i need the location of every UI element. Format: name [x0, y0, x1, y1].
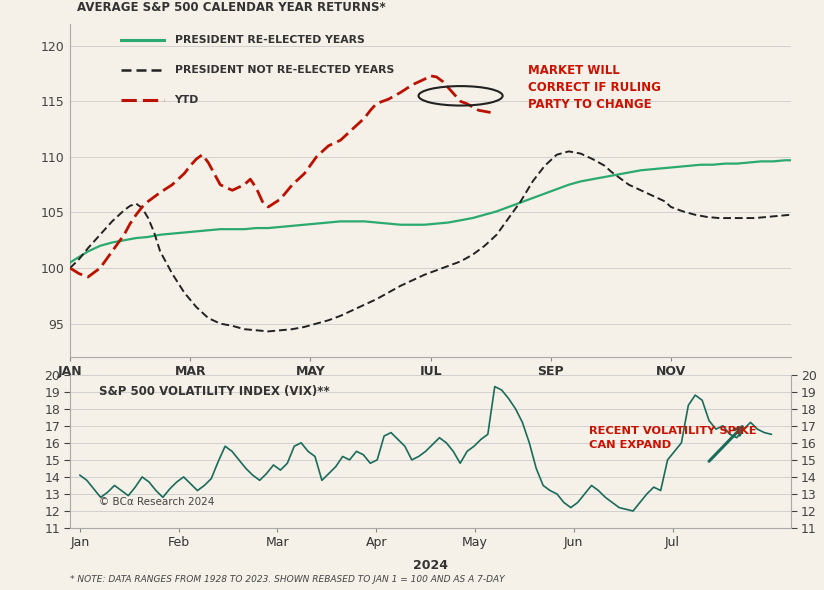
Text: MARKET WILL
CORRECT IF RULING
PARTY TO CHANGE: MARKET WILL CORRECT IF RULING PARTY TO C…: [528, 64, 661, 110]
Text: PRESIDENT RE-ELECTED YEARS: PRESIDENT RE-ELECTED YEARS: [175, 35, 364, 45]
Text: © BCα Research 2024: © BCα Research 2024: [99, 497, 214, 507]
Text: * NOTE: DATA RANGES FROM 1928 TO 2023. SHOWN REBASED TO JAN 1 = 100 AND AS A 7-D: * NOTE: DATA RANGES FROM 1928 TO 2023. S…: [70, 575, 504, 584]
Text: AVERAGE S&P 500 CALENDAR YEAR RETURNS*: AVERAGE S&P 500 CALENDAR YEAR RETURNS*: [77, 1, 386, 14]
Text: S&P 500 VOLATILITY INDEX (VIX)**: S&P 500 VOLATILITY INDEX (VIX)**: [99, 385, 330, 398]
Text: RECENT VOLATILITY SPIKE
CAN EXPAND: RECENT VOLATILITY SPIKE CAN EXPAND: [588, 426, 756, 450]
Text: YTD: YTD: [175, 95, 199, 105]
Text: 2024: 2024: [413, 559, 448, 572]
Text: PRESIDENT NOT RE-ELECTED YEARS: PRESIDENT NOT RE-ELECTED YEARS: [175, 65, 394, 76]
